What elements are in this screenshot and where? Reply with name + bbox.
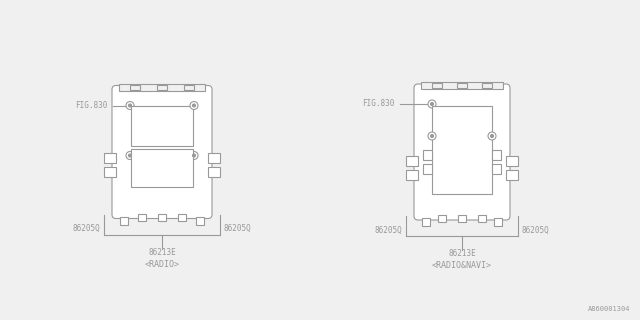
Text: FIG.830: FIG.830 [75,101,108,110]
Bar [158,213,166,220]
Bar [492,150,501,160]
Bar [432,106,492,194]
Circle shape [126,151,134,159]
Bar [131,106,193,146]
Bar [506,156,518,166]
Bar [120,217,128,225]
Text: 86205Q: 86205Q [374,226,402,235]
Text: FIG.830: FIG.830 [362,100,394,108]
Bar [406,156,418,166]
Bar [421,82,503,89]
Bar [131,148,193,187]
Circle shape [428,132,436,140]
Bar [506,170,518,180]
Text: <RADIO&NAVI>: <RADIO&NAVI> [432,261,492,270]
Bar [423,164,432,174]
Text: 86205Q: 86205Q [522,226,550,235]
Bar [133,156,143,164]
Bar [130,84,140,90]
Bar [406,170,418,180]
Bar [478,215,486,222]
Bar [196,217,204,225]
Bar [208,153,220,163]
Circle shape [129,104,131,107]
Bar [104,166,116,177]
Bar [184,84,194,90]
Bar [432,83,442,88]
Bar [438,215,446,222]
Bar [138,213,146,220]
FancyBboxPatch shape [414,84,510,220]
Circle shape [190,151,198,159]
Text: 86213E: 86213E [448,250,476,259]
Circle shape [428,100,436,108]
Bar [178,213,186,220]
Circle shape [193,104,195,107]
Bar [208,166,220,177]
Circle shape [488,132,496,140]
Bar [494,218,502,226]
Bar [145,156,155,164]
Bar [492,164,501,174]
Circle shape [431,102,433,106]
Bar [119,84,205,91]
Text: 86205Q: 86205Q [224,224,252,233]
Circle shape [190,101,198,109]
Text: 86213E: 86213E [148,248,176,257]
Bar [169,156,179,164]
Text: 86205Q: 86205Q [72,224,100,233]
Circle shape [490,134,493,138]
Circle shape [126,101,134,109]
Bar [458,215,466,222]
Bar [157,156,167,164]
Bar [457,83,467,88]
Bar [181,156,191,164]
Text: A860001304: A860001304 [588,306,630,312]
Bar [157,84,167,90]
FancyBboxPatch shape [112,85,212,219]
Circle shape [431,134,433,138]
Bar [423,150,432,160]
Bar [104,153,116,163]
Bar [422,218,430,226]
Text: <RADIO>: <RADIO> [145,260,179,269]
Circle shape [193,154,195,157]
Bar [482,83,492,88]
Circle shape [129,154,131,157]
